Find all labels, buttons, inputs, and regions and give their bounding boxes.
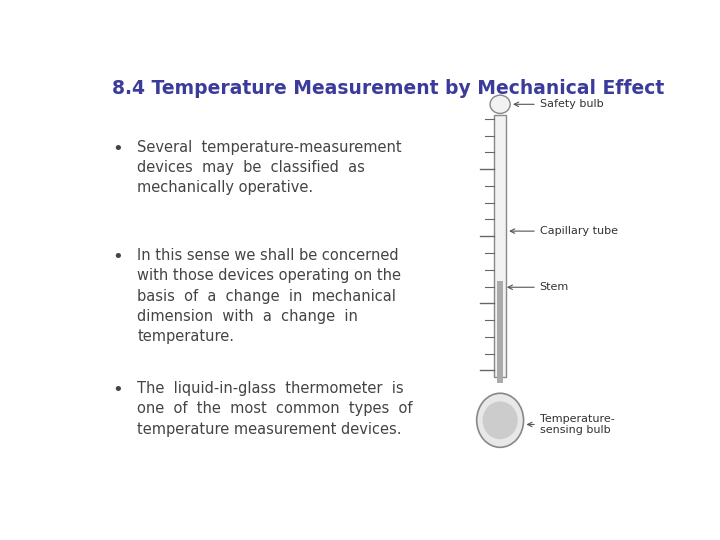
- Bar: [498, 281, 503, 383]
- Text: Temperature-
sensing bulb: Temperature- sensing bulb: [528, 414, 614, 435]
- Text: •: •: [112, 381, 123, 399]
- Text: Safety bulb: Safety bulb: [514, 99, 603, 109]
- Bar: [494, 114, 506, 377]
- Text: Stem: Stem: [508, 282, 569, 292]
- Text: Several  temperature-measurement
devices  may  be  classified  as
mechanically o: Several temperature-measurement devices …: [138, 140, 402, 195]
- Text: In this sense we shall be concerned
with those devices operating on the
basis  o: In this sense we shall be concerned with…: [138, 248, 402, 345]
- Ellipse shape: [482, 401, 518, 439]
- Text: Capillary tube: Capillary tube: [510, 226, 618, 236]
- Text: •: •: [112, 248, 123, 266]
- Ellipse shape: [490, 95, 510, 113]
- Ellipse shape: [477, 393, 523, 447]
- Text: 8.4 Temperature Measurement by Mechanical Effect: 8.4 Temperature Measurement by Mechanica…: [112, 79, 665, 98]
- Text: The  liquid-in-glass  thermometer  is
one  of  the  most  common  types  of
temp: The liquid-in-glass thermometer is one o…: [138, 381, 413, 437]
- Text: •: •: [112, 140, 123, 158]
